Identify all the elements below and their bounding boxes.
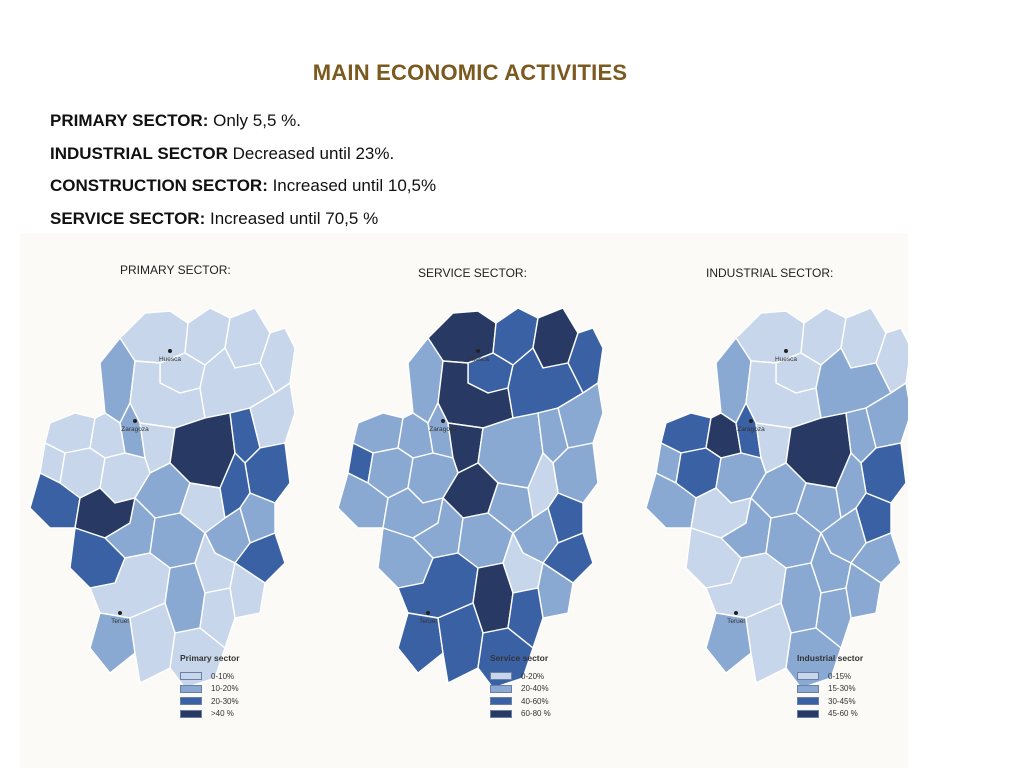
legend-title: Service sector <box>490 653 549 663</box>
legend-label: 20-30% <box>211 696 239 706</box>
summary-line-construction: CONSTRUCTION SECTOR: Increased until 10,… <box>50 175 436 208</box>
legend-label: 10-20% <box>211 684 239 694</box>
legend-item: 20-40% <box>490 683 551 696</box>
summary-label: INDUSTRIAL SECTOR <box>50 143 228 163</box>
legend-item: 0-10% <box>180 670 240 683</box>
city-marker <box>168 349 172 353</box>
city-marker <box>749 419 753 423</box>
legend-service: Service sector 0-20% 20-40% 40-60% 60-80… <box>490 653 551 720</box>
comarca-region <box>89 612 136 674</box>
map-industrial: Huesca Zaragoza Teruel <box>645 307 908 689</box>
comarca-region <box>745 602 792 684</box>
legend-swatch <box>180 709 202 718</box>
legend-label: 30-45% <box>828 696 856 706</box>
legend-primary: Primary sector 0-10% 10-20% 20-30% >40 % <box>180 653 240 720</box>
legend-swatch <box>797 672 819 681</box>
legend-swatch <box>490 709 512 718</box>
comarca-region <box>705 612 752 674</box>
sector-summary: PRIMARY SECTOR: Only 5,5 %. INDUSTRIAL S… <box>50 110 436 240</box>
legend-label: >40 % <box>211 709 234 719</box>
city-label: Huesca <box>159 356 181 363</box>
comarca-region <box>229 562 266 619</box>
comarca-region <box>397 612 444 674</box>
legend-swatch <box>797 709 819 718</box>
map-heading-service: SERVICE SECTOR: <box>418 266 527 280</box>
legend-swatch <box>490 684 512 693</box>
summary-label: CONSTRUCTION SECTOR: <box>50 176 268 195</box>
legend-title: Industrial sector <box>797 653 864 663</box>
comarca-region <box>199 587 236 649</box>
legend-swatch <box>797 697 819 706</box>
city-marker <box>784 349 788 353</box>
comarca-region <box>815 587 852 649</box>
summary-line-primary: PRIMARY SECTOR: Only 5,5 %. <box>50 110 436 143</box>
legend-title: Primary sector <box>180 653 240 663</box>
city-label: Zaragoza <box>121 426 149 433</box>
map-heading-industrial: INDUSTRIAL SECTOR: <box>706 266 834 280</box>
city-label: Huesca <box>467 356 489 363</box>
summary-label: SERVICE SECTOR: <box>50 208 206 228</box>
legend-industrial: Industrial sector 0-15% 15-30% 30-45% 45… <box>797 653 863 720</box>
city-label: Teruel <box>111 618 129 625</box>
city-label: Huesca <box>775 356 797 363</box>
legend-label: 0-15% <box>828 671 852 681</box>
legend-label: 15-30% <box>828 684 856 694</box>
city-marker <box>118 611 122 615</box>
legend-swatch <box>490 672 512 681</box>
map-service: Huesca Zaragoza Teruel <box>337 307 604 689</box>
comarca-region <box>845 562 882 619</box>
comarca-region <box>507 587 544 649</box>
legend-item: 30-45% <box>797 695 863 708</box>
legend-item: 10-20% <box>180 683 240 696</box>
legend-label: 0-20% <box>521 671 545 681</box>
page-title: MAIN ECONOMIC ACTIVITIES <box>312 60 628 85</box>
city-marker <box>441 419 445 423</box>
legend-item: 45-60 % <box>797 708 863 721</box>
legend-label: 40-60% <box>521 696 549 706</box>
legend-label: 0-10% <box>211 671 235 681</box>
legend-swatch <box>797 684 819 693</box>
city-marker <box>476 349 480 353</box>
city-marker <box>133 419 137 423</box>
city-label: Zaragoza <box>429 426 457 433</box>
city-label: Zaragoza <box>737 426 765 433</box>
city-label: Teruel <box>727 618 745 625</box>
legend-label: 20-40% <box>521 684 549 694</box>
legend-swatch <box>490 697 512 706</box>
legend-swatch <box>180 697 202 706</box>
legend-swatch <box>180 684 202 693</box>
legend-item: 15-30% <box>797 683 863 696</box>
summary-text: Decreased until 23%. <box>227 143 395 163</box>
summary-text: Increased until 70,5 % <box>205 208 379 228</box>
city-label: Teruel <box>419 618 437 625</box>
legend-label: 45-60 % <box>828 709 858 719</box>
legend-item: 0-20% <box>490 670 551 683</box>
summary-text: Increased until 10,5% <box>267 176 437 195</box>
maps-panel: PRIMARY SECTOR: SERVICE SECTOR: INDUSTRI… <box>20 233 908 768</box>
city-marker <box>426 611 430 615</box>
legend-item: 60-80 % <box>490 708 551 721</box>
summary-line-industrial: INDUSTRIAL SECTOR Decreased until 23%. <box>50 143 436 176</box>
map-primary: Huesca Zaragoza Teruel <box>29 307 296 689</box>
legend-item: 40-60% <box>490 695 551 708</box>
summary-text: Only 5,5 %. <box>208 111 301 130</box>
map-heading-primary: PRIMARY SECTOR: <box>120 263 231 277</box>
comarca-region <box>437 602 484 684</box>
legend-swatch <box>180 672 202 681</box>
summary-label: PRIMARY SECTOR: <box>50 111 209 130</box>
summary-line-service: SERVICE SECTOR: Increased until 70,5 % <box>50 208 436 241</box>
legend-item: 0-15% <box>797 670 863 683</box>
legend-label: 60-80 % <box>521 709 551 719</box>
legend-item: 20-30% <box>180 695 240 708</box>
comarca-region <box>537 562 574 619</box>
comarca-region <box>129 602 176 684</box>
city-marker <box>734 611 738 615</box>
legend-item: >40 % <box>180 708 240 721</box>
